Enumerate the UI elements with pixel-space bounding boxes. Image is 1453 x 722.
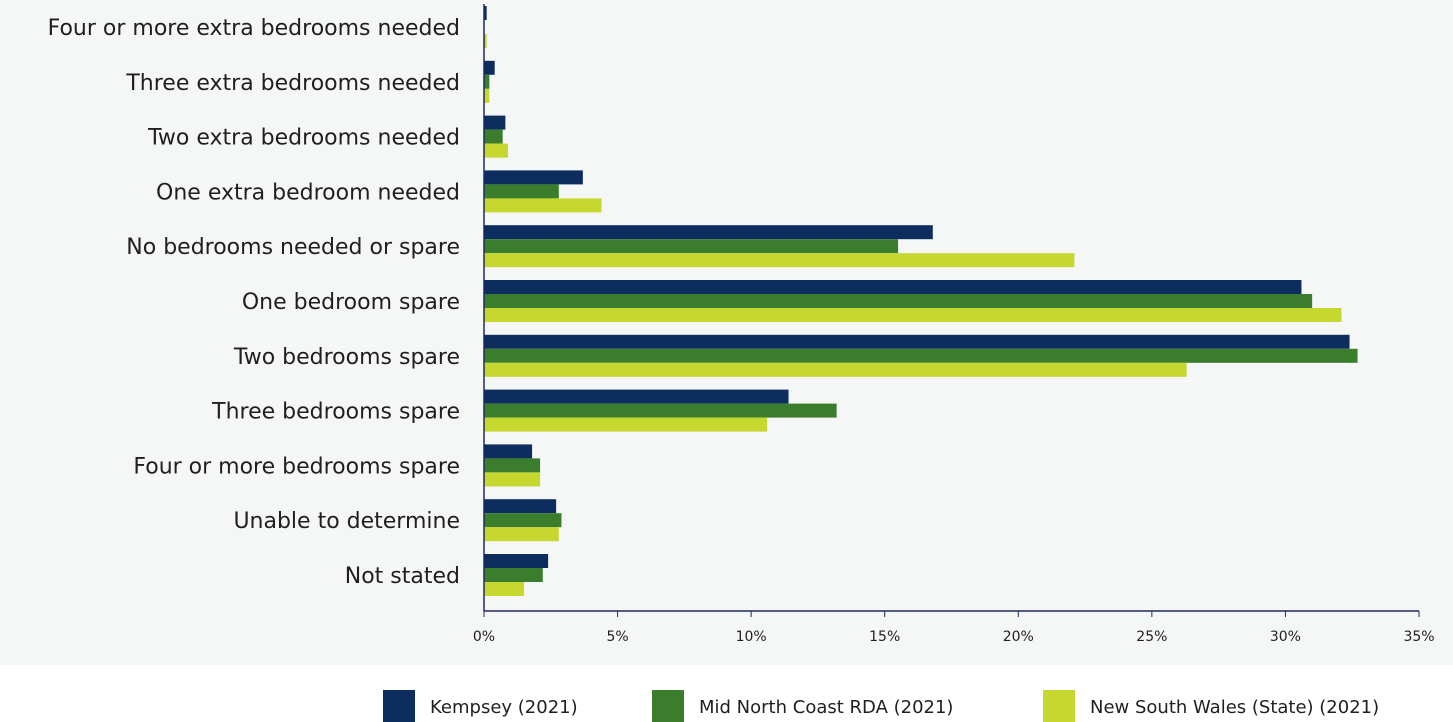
bar xyxy=(484,417,768,432)
category-label: Two bedrooms spare xyxy=(233,345,460,370)
bar xyxy=(484,362,1187,377)
bar xyxy=(484,34,487,48)
bar xyxy=(484,499,557,514)
x-tick-label: 5% xyxy=(606,629,628,645)
x-tick-label: 0% xyxy=(473,629,495,645)
bar xyxy=(484,225,933,240)
category-label: Not stated xyxy=(345,564,460,589)
category-label: Two extra bedrooms needed xyxy=(147,126,460,151)
x-tick-label: 20% xyxy=(1003,629,1034,645)
category-label: Unable to determine xyxy=(233,509,460,534)
x-tick-label: 25% xyxy=(1136,629,1167,645)
bar xyxy=(484,143,509,158)
bar xyxy=(484,294,1313,308)
bar xyxy=(484,513,562,528)
bar xyxy=(484,554,549,568)
legend-label: New South Wales (State) (2021) xyxy=(1090,697,1379,718)
plot-background xyxy=(0,0,1453,665)
bar xyxy=(484,527,559,542)
bar xyxy=(484,74,490,89)
category-label: Three bedrooms spare xyxy=(211,400,460,425)
x-tick-label: 15% xyxy=(869,629,900,645)
bar xyxy=(484,472,541,487)
bar xyxy=(484,334,1350,349)
bar xyxy=(484,458,541,473)
bar xyxy=(484,115,506,130)
bar xyxy=(484,389,789,404)
x-tick-label: 30% xyxy=(1270,629,1301,645)
bar xyxy=(484,403,837,418)
bar xyxy=(484,60,495,75)
legend-swatch xyxy=(652,690,684,722)
bar xyxy=(484,170,583,185)
bar xyxy=(484,6,487,20)
legend-swatch xyxy=(383,690,415,722)
x-tick-label: 10% xyxy=(736,629,767,645)
bar xyxy=(484,129,503,144)
legend-label: Mid North Coast RDA (2021) xyxy=(699,697,953,718)
bar xyxy=(484,568,543,582)
bar xyxy=(484,88,490,103)
bar xyxy=(484,184,559,199)
category-label: One extra bedroom needed xyxy=(156,180,460,205)
bar xyxy=(484,348,1358,363)
category-label: Four or more extra bedrooms needed xyxy=(48,16,460,41)
legend-label: Kempsey (2021) xyxy=(430,697,578,718)
bar xyxy=(484,239,899,254)
bar xyxy=(484,253,1075,268)
category-label: Three extra bedrooms needed xyxy=(125,71,460,96)
bar xyxy=(484,280,1302,294)
legend-swatch xyxy=(1043,690,1075,722)
bar xyxy=(484,308,1342,322)
bar xyxy=(484,444,533,459)
category-label: Four or more bedrooms spare xyxy=(133,454,460,479)
x-tick-label: 35% xyxy=(1403,629,1434,645)
category-label: One bedroom spare xyxy=(242,290,460,315)
category-label: No bedrooms needed or spare xyxy=(126,235,460,260)
bar xyxy=(484,582,525,596)
bar xyxy=(484,198,602,213)
